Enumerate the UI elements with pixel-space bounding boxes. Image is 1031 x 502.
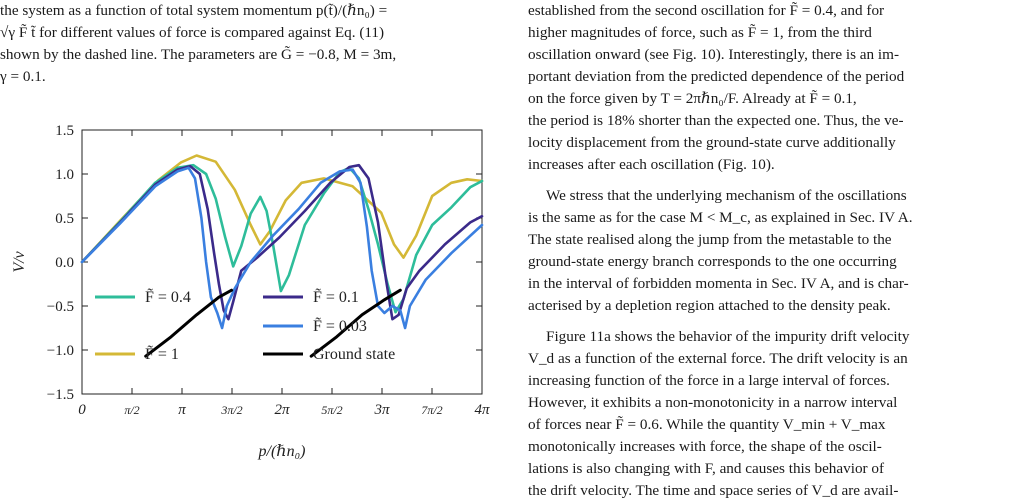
x-tick-label: 5π/2 xyxy=(321,403,342,417)
para3-line-4: However, it exhibits a non-monotonicity … xyxy=(528,394,898,411)
para1-line-2: higher magnitudes of force, such as F̃ =… xyxy=(528,24,872,41)
caption-line-1: the system as a function of total system… xyxy=(0,2,388,19)
velocity-chart: F̃ = 0.4 F̃ = 0.1 F̃ = 0.03 F̃ = 1 Ground st… xyxy=(11,123,491,460)
y-axis-label: V/v xyxy=(11,250,28,272)
y-tick-label: 1.5 xyxy=(55,123,74,139)
series-ground-state xyxy=(309,288,402,358)
para2-line-5: in the interval of forbidden momenta in … xyxy=(528,275,909,292)
para2-line-4: ground-state energy branch corresponds t… xyxy=(528,253,897,270)
para3-line-5: of forces near F̃ = 0.6. While the quant… xyxy=(528,416,886,433)
para3-line-8: the drift velocity. The time and space s… xyxy=(528,482,899,499)
x-tick-label: 7π/2 xyxy=(421,403,442,417)
legend-label: Ground state xyxy=(313,346,395,363)
para3-line-3: increasing function of the force in a la… xyxy=(528,372,890,389)
legend-label: F̃ = 0.1 xyxy=(313,288,359,306)
para2-line-3: The state realised along the jump from t… xyxy=(528,231,892,248)
x-tick-label: 2π xyxy=(274,402,290,418)
para2-line-2: is the same as for the case M < M_c, as … xyxy=(528,209,913,226)
para3-line-6: monotonically increases with force, the … xyxy=(528,438,882,455)
right-column: established from the second oscillation … xyxy=(528,0,1026,502)
para1-line-7: locity displacement from the ground-stat… xyxy=(528,134,896,151)
y-tick-label: 1.0 xyxy=(55,167,74,183)
x-tick-label: 4π xyxy=(475,402,491,418)
para1-line-1: established from the second oscillation … xyxy=(528,2,885,19)
para1-line-8: increases after each oscillation (Fig. 1… xyxy=(528,156,775,173)
x-tick-label: π/2 xyxy=(124,403,139,417)
para3-line-1: Figure 11a shows the behavior of the imp… xyxy=(546,328,910,345)
x-tick-label: 0 xyxy=(78,402,86,418)
y-tick-label: 0.0 xyxy=(55,255,74,271)
legend-label: F̃ = 0.03 xyxy=(313,317,367,335)
series-ground-state xyxy=(144,288,234,358)
y-tick-label: −0.5 xyxy=(47,299,74,315)
y-tick-label: −1.5 xyxy=(47,387,74,403)
series-f-1 xyxy=(80,154,484,264)
para3-line-2: V_d as a function of the external force.… xyxy=(528,350,908,367)
y-tick-label: −1.0 xyxy=(47,343,74,359)
x-tick-label: 3π/2 xyxy=(220,403,242,417)
legend-label: F̃ = 0.4 xyxy=(145,288,191,306)
para1-line-6: the period is 18% shorter than the expec… xyxy=(528,112,904,129)
caption-line-4: γ = 0.1. xyxy=(0,68,46,85)
y-tick-label: 0.5 xyxy=(55,211,74,227)
x-tick-label: π xyxy=(178,402,186,418)
para2-line-1: We stress that the underlying mechanism … xyxy=(546,187,907,204)
para1-line-3: oscillation onward (see Fig. 10). Intere… xyxy=(528,46,900,63)
para2-line-6: acterised by a depletion region attached… xyxy=(528,297,891,314)
caption-line-3: shown by the dashed line. The parameters… xyxy=(0,46,397,63)
legend-label: F̃ = 1 xyxy=(145,345,179,363)
x-axis-label: p/(ℏn₀) xyxy=(258,443,306,460)
series-f-0.1 xyxy=(80,163,484,321)
left-column: the system as a function of total system… xyxy=(0,0,500,88)
series-f-0.03 xyxy=(80,166,484,330)
para1-line-4: portant deviation from the predicted dep… xyxy=(528,68,905,85)
para3-line-7: lations is also changing with F, and cau… xyxy=(528,460,885,477)
caption-line-2: √γ F̃ t̃ for different values of force i… xyxy=(0,24,385,41)
series-f-0.4 xyxy=(80,163,484,314)
para1-line-5: on the force given by T = 2πℏn₀/F. Alrea… xyxy=(528,90,857,107)
x-tick-label: 3π xyxy=(374,402,391,418)
